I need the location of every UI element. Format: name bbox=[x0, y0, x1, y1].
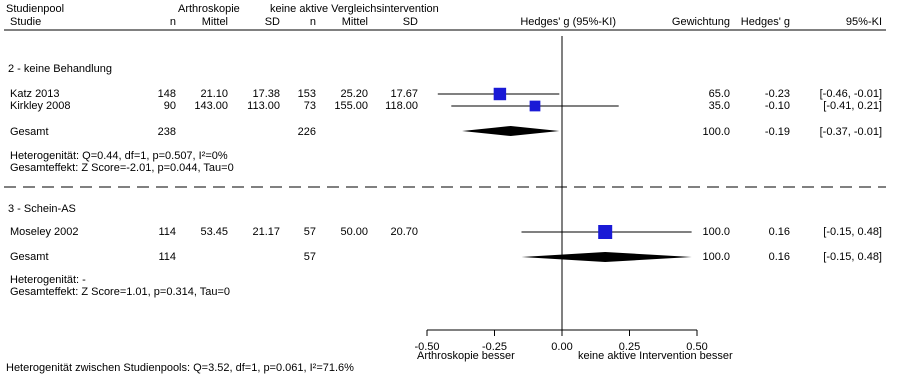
effect-square bbox=[493, 87, 507, 101]
study-name: Katz 2013 bbox=[10, 88, 60, 100]
study-g: -0.10 bbox=[764, 100, 790, 112]
pooled-diamond bbox=[462, 126, 560, 136]
pool-title: 2 - keine Behandlung bbox=[8, 63, 112, 75]
header-weight: Gewichtung bbox=[671, 16, 730, 28]
study-n-b: 57 bbox=[303, 226, 316, 238]
overall-effect: Gesamteffekt: Z Score=-2.01, p=0.044, Ta… bbox=[10, 162, 234, 174]
study-n-a: 148 bbox=[157, 88, 176, 100]
header-n-b: n bbox=[309, 16, 316, 28]
study-mean-a: 53.45 bbox=[200, 226, 228, 238]
overall-effect: Gesamteffekt: Z Score=1.01, p=0.314, Tau… bbox=[10, 286, 231, 298]
header-pool: Studienpool bbox=[6, 3, 65, 15]
favours-right-label: keine aktive Intervention besser bbox=[578, 350, 733, 362]
header-mean-a: Mittel bbox=[201, 16, 228, 28]
study-sd-a: 17.38 bbox=[252, 88, 280, 100]
total-g: -0.19 bbox=[764, 126, 790, 138]
study-n-b: 153 bbox=[297, 88, 316, 100]
study-sd-a: 113.00 bbox=[247, 100, 280, 112]
pooled-diamond bbox=[521, 252, 692, 262]
study-sd-b: 20.70 bbox=[390, 226, 418, 238]
heterogeneity: Heterogenität: Q=0.44, df=1, p=0.507, I²… bbox=[10, 150, 228, 162]
total-g: 0.16 bbox=[768, 251, 790, 263]
header-hedges: Hedges' g bbox=[740, 16, 790, 28]
between-pools-heterogeneity: Heterogenität zwischen Studienpools: Q=3… bbox=[6, 362, 354, 374]
total-weight: 100.0 bbox=[702, 126, 730, 138]
effect-square bbox=[529, 100, 541, 112]
study-weight: 35.0 bbox=[708, 100, 730, 112]
study-g: -0.23 bbox=[764, 88, 790, 100]
total-n-a: 238 bbox=[157, 126, 176, 138]
favours-left-label: Arthroskopie besser bbox=[417, 350, 515, 362]
study-g: 0.16 bbox=[768, 226, 790, 238]
study-mean-a: 143.00 bbox=[194, 100, 228, 112]
total-name: Gesamt bbox=[10, 126, 49, 138]
header-ci: 95%-KI bbox=[845, 16, 882, 28]
header-effect: Hedges' g (95%-KI) bbox=[520, 16, 616, 28]
header-study: Studie bbox=[10, 16, 42, 28]
study-ci: [-0.46, -0.01] bbox=[819, 88, 882, 100]
header-sd-a: SD bbox=[264, 16, 280, 28]
x-tick-label: 0.00 bbox=[551, 341, 573, 353]
study-weight: 100.0 bbox=[702, 226, 730, 238]
study-sd-b: 118.00 bbox=[385, 100, 418, 112]
study-n-a: 90 bbox=[163, 100, 176, 112]
study-ci: [-0.41, 0.21] bbox=[823, 100, 882, 112]
x-tick-label: 0.50 bbox=[686, 341, 708, 353]
header-sd-b: SD bbox=[402, 16, 418, 28]
study-sd-b: 17.67 bbox=[390, 88, 418, 100]
total-ci: [-0.15, 0.48] bbox=[823, 251, 882, 263]
study-sd-a: 21.17 bbox=[252, 226, 280, 238]
study-ci: [-0.15, 0.48] bbox=[823, 226, 882, 238]
study-mean-b: 155.00 bbox=[334, 100, 368, 112]
total-weight: 100.0 bbox=[702, 251, 730, 263]
study-weight: 65.0 bbox=[708, 88, 730, 100]
study-mean-b: 25.20 bbox=[340, 88, 368, 100]
study-name: Moseley 2002 bbox=[10, 226, 79, 238]
x-tick-label: -0.50 bbox=[414, 341, 440, 353]
total-n-a: 114 bbox=[158, 251, 176, 263]
study-n-a: 114 bbox=[158, 226, 176, 238]
total-name: Gesamt bbox=[10, 251, 49, 263]
study-n-b: 73 bbox=[303, 100, 316, 112]
header-mean-b: Mittel bbox=[341, 16, 368, 28]
study-mean-b: 50.00 bbox=[340, 226, 368, 238]
total-ci: [-0.37, -0.01] bbox=[819, 126, 882, 138]
total-n-b: 57 bbox=[303, 251, 316, 263]
study-mean-a: 21.10 bbox=[200, 88, 228, 100]
study-name: Kirkley 2008 bbox=[10, 100, 71, 112]
x-tick-label: -0.25 bbox=[481, 341, 508, 353]
pool-title: 3 - Schein-AS bbox=[8, 203, 76, 215]
header-group-b: keine aktive Vergleichsintervention bbox=[270, 3, 439, 15]
total-n-b: 226 bbox=[297, 126, 316, 138]
x-tick-label: 0.25 bbox=[618, 341, 641, 353]
heterogeneity: Heterogenität: - bbox=[10, 274, 86, 286]
effect-square bbox=[598, 225, 613, 239]
header-group-a: Arthroskopie bbox=[178, 3, 240, 15]
header-n-a: n bbox=[169, 16, 176, 28]
